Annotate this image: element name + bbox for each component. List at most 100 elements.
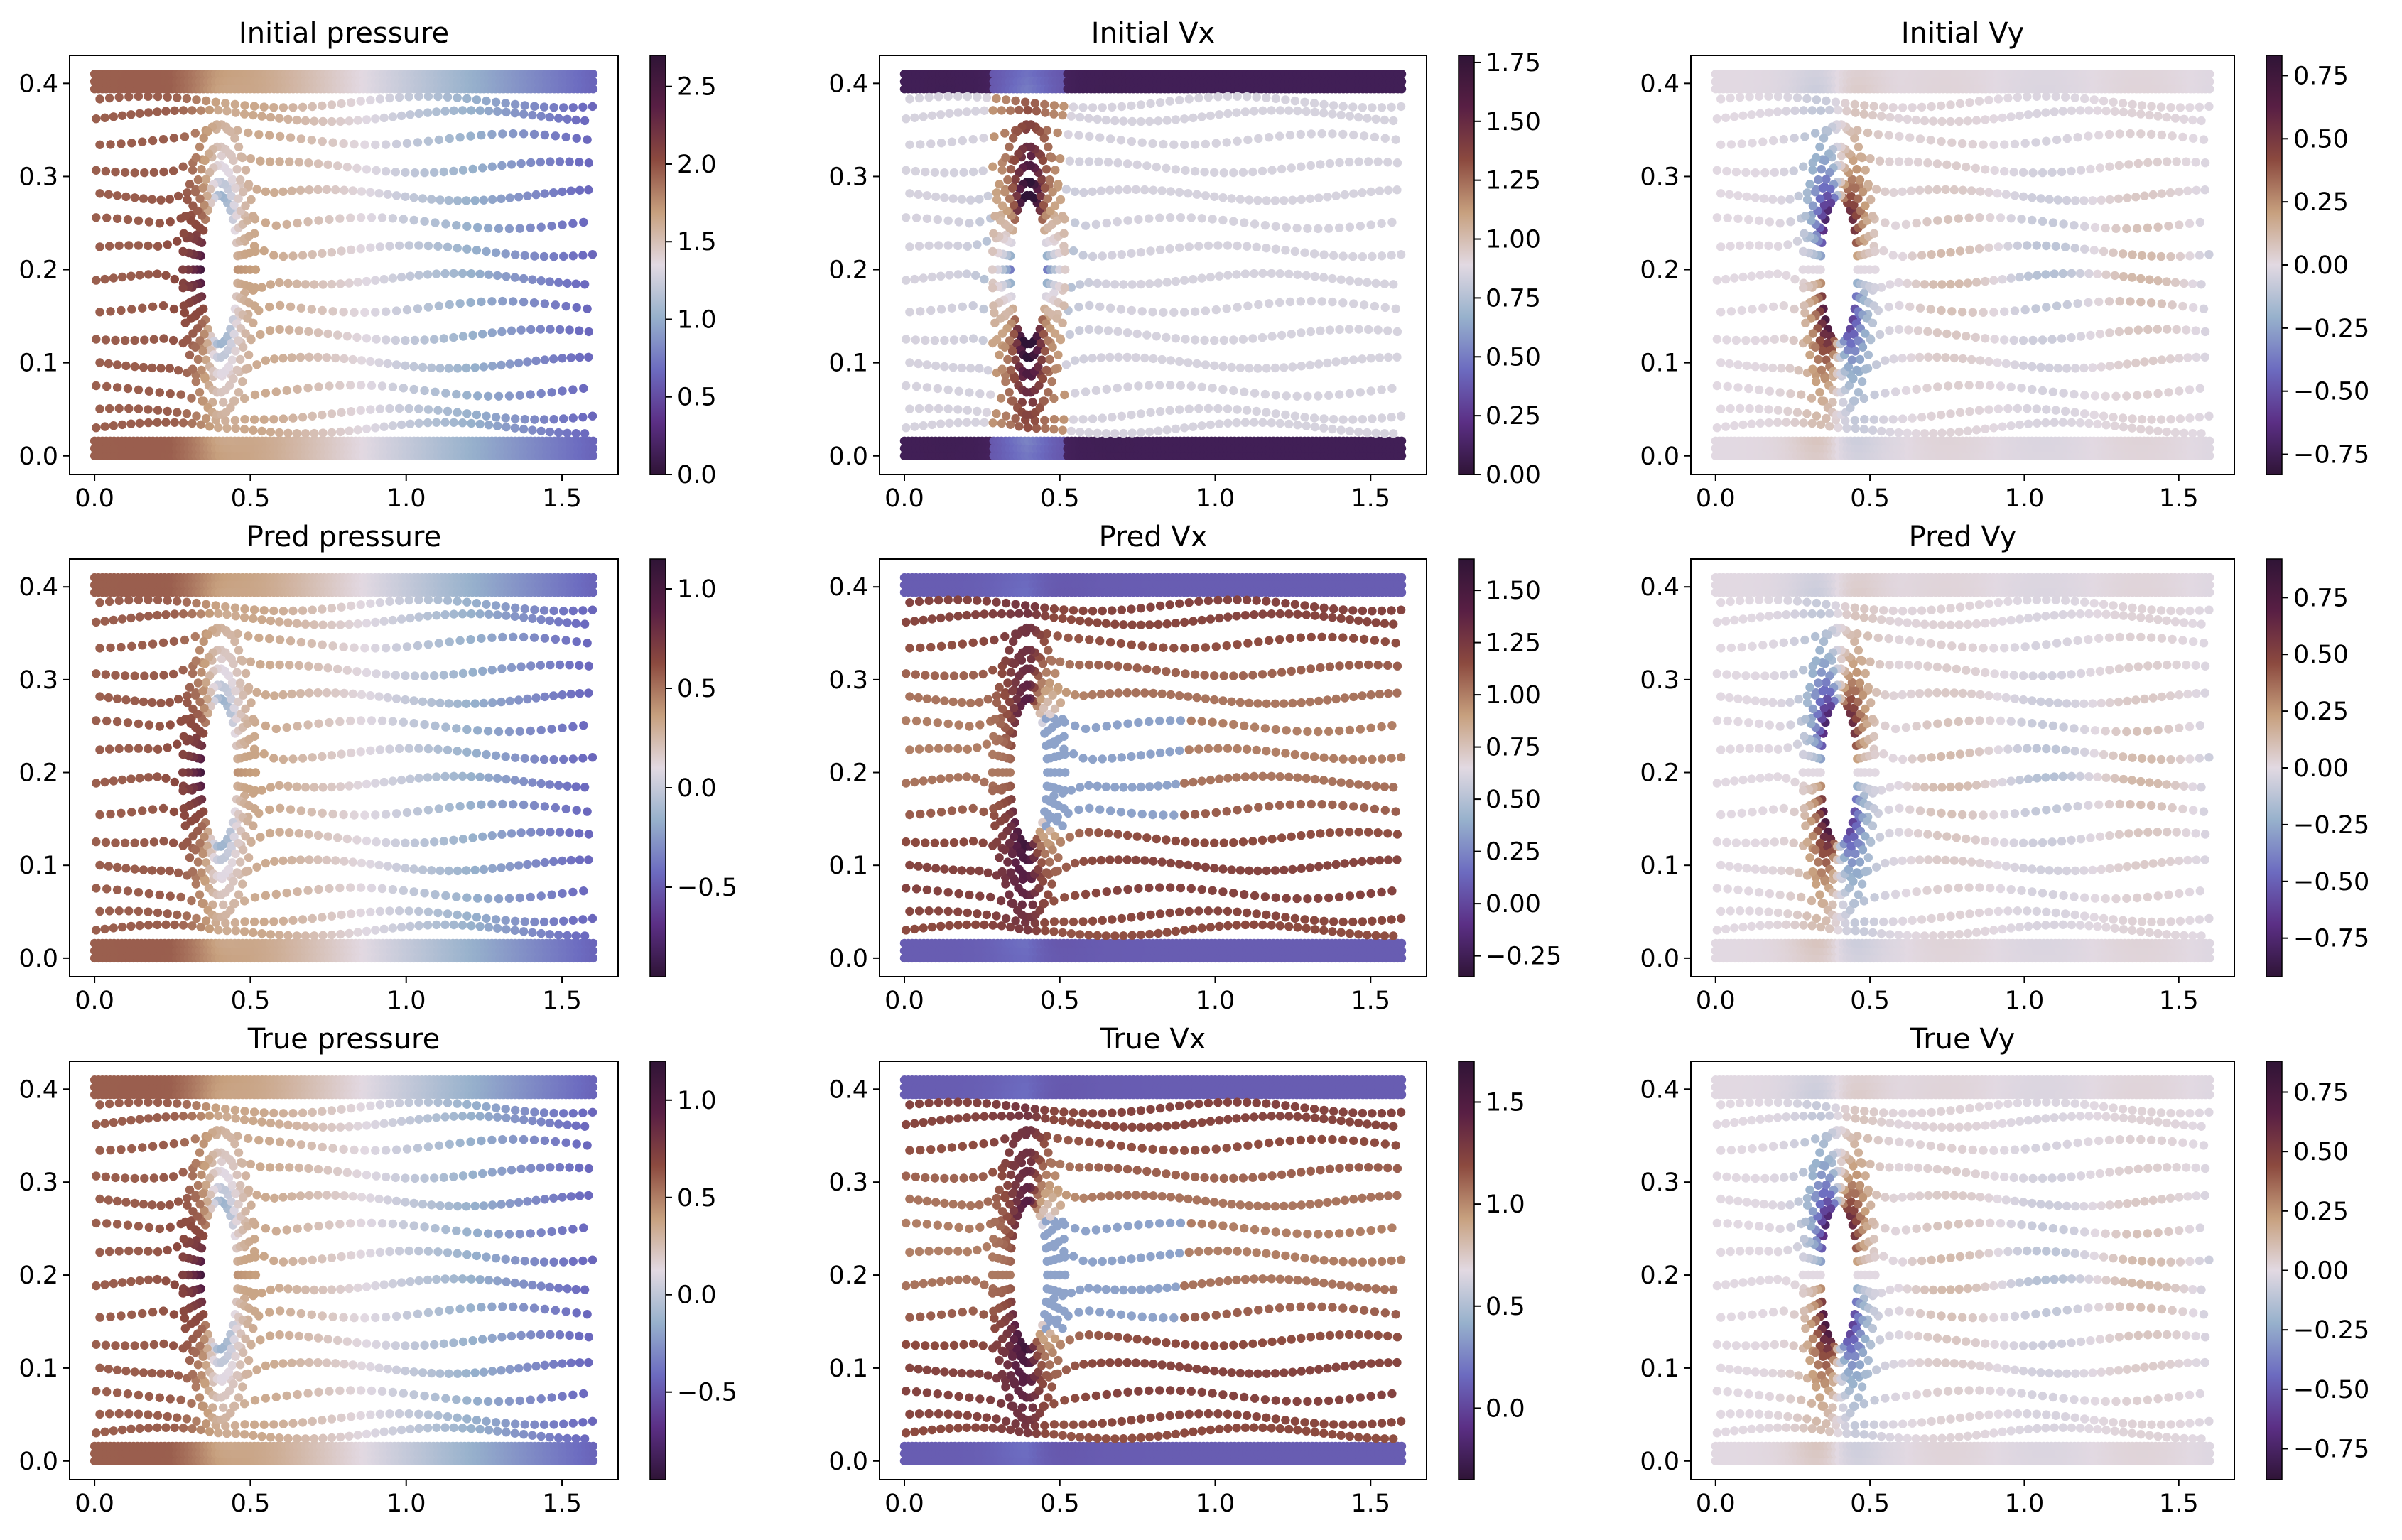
scatter-point <box>539 102 549 112</box>
scatter-point <box>1218 193 1228 202</box>
scatter-point <box>2153 276 2163 286</box>
scatter-point <box>1127 305 1137 315</box>
scatter-point <box>2042 405 2051 414</box>
scatter-point <box>924 92 934 102</box>
scatter-point <box>223 345 233 355</box>
scatter-point <box>1189 275 1198 284</box>
scatter-point <box>2094 131 2104 140</box>
scatter-point <box>975 195 984 204</box>
scatter-point <box>477 297 486 307</box>
scatter-point <box>1218 215 1228 225</box>
scatter-point <box>1232 418 1241 428</box>
scatter-point <box>980 274 989 284</box>
scatter-point <box>1800 132 1809 141</box>
scatter-point <box>1927 250 1936 259</box>
scatter-point <box>1006 365 1016 375</box>
scatter-point <box>2123 359 2132 369</box>
scatter-point <box>2124 160 2133 169</box>
scatter-point <box>379 275 389 284</box>
scatter-point <box>1779 135 1788 144</box>
scatter-point <box>516 158 526 168</box>
scatter-point <box>1932 328 1942 337</box>
scatter-point <box>1240 269 1250 278</box>
scatter-point <box>1277 330 1287 340</box>
scatter-point <box>529 129 539 139</box>
scatter-point <box>2058 107 2067 116</box>
scatter-point <box>1254 134 1263 143</box>
scatter-point <box>1084 278 1093 288</box>
scatter-point <box>249 212 258 221</box>
scatter-point <box>144 386 154 396</box>
scatter-point <box>502 107 511 117</box>
scatter-point <box>509 129 518 139</box>
scatter-point <box>198 183 207 192</box>
scatter-point <box>1084 428 1093 438</box>
scatter-point <box>1184 94 1194 104</box>
scatter-point <box>102 213 112 222</box>
scatter-point <box>180 132 190 141</box>
scatter-point <box>1270 196 1280 205</box>
scatter-point <box>1996 381 2006 391</box>
scatter-point <box>139 194 148 203</box>
scatter-point <box>1219 335 1229 345</box>
scatter-point <box>1884 302 1893 312</box>
scatter-point <box>278 251 288 261</box>
scatter-point <box>1965 98 1974 107</box>
scatter-point <box>1302 271 1311 281</box>
scatter-point <box>229 156 238 166</box>
scatter-point <box>1955 99 1965 109</box>
scatter-point <box>1162 278 1172 287</box>
scatter-point <box>1184 189 1193 198</box>
scatter-point <box>1041 423 1050 433</box>
scatter-point <box>1790 274 1800 284</box>
scatter-point <box>356 406 365 415</box>
scatter-point <box>1990 335 1999 344</box>
scatter-point <box>2052 301 2062 310</box>
scatter-point <box>462 244 472 254</box>
scatter-point <box>549 252 558 261</box>
colorbar-tick-label: 0.5 <box>677 384 717 412</box>
scatter-point <box>1799 106 1808 115</box>
scatter-point <box>1850 99 1859 109</box>
scatter-point <box>580 116 590 126</box>
scatter-point <box>1926 136 1935 145</box>
scatter-point <box>452 389 461 399</box>
scatter-point <box>2067 106 2077 115</box>
scatter-point <box>1110 116 1120 126</box>
scatter-point <box>2153 157 2162 167</box>
scatter-point <box>1733 360 1743 369</box>
scatter-point <box>140 168 149 178</box>
scatter-point <box>1349 355 1358 364</box>
scatter-point <box>568 251 578 261</box>
scatter-point <box>475 269 485 278</box>
scatter-point <box>327 409 337 418</box>
scatter-point <box>1113 217 1122 227</box>
scatter-point <box>182 409 192 418</box>
scatter-point <box>148 363 157 373</box>
scatter-point <box>445 300 454 310</box>
scatter-point <box>2073 133 2082 142</box>
scatter-point <box>546 325 555 334</box>
scatter-point <box>100 422 109 431</box>
scatter-point <box>2023 110 2033 119</box>
scatter-point <box>1924 352 1933 362</box>
scatter-point <box>120 336 130 345</box>
scatter-point <box>1293 270 1302 279</box>
scatter-point <box>440 107 450 116</box>
scatter-point <box>339 139 348 148</box>
scatter-point <box>231 347 240 356</box>
scatter-point <box>265 131 274 140</box>
scatter-point <box>1023 105 1032 115</box>
scatter-point <box>414 109 423 119</box>
scatter-point <box>1363 114 1372 123</box>
scatter-point <box>1222 138 1231 147</box>
scatter-point <box>1194 403 1203 413</box>
scatter-point <box>2197 116 2206 126</box>
scatter-point <box>241 364 251 374</box>
scatter-point <box>501 413 510 423</box>
scatter-point <box>2143 223 2153 232</box>
scatter-point <box>1328 109 1337 119</box>
scatter-point <box>1773 242 1783 251</box>
scatter-point <box>475 106 485 115</box>
scatter-point <box>1868 425 1878 435</box>
